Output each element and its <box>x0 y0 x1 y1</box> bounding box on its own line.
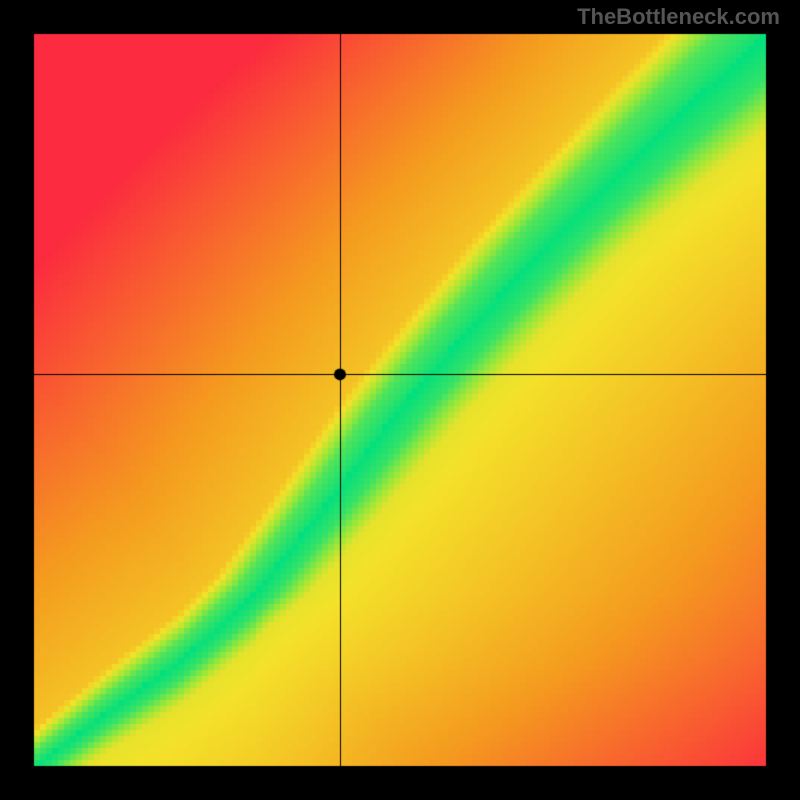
heatmap-canvas <box>0 0 800 800</box>
watermark-text: TheBottleneck.com <box>577 4 780 30</box>
chart-container: TheBottleneck.com <box>0 0 800 800</box>
